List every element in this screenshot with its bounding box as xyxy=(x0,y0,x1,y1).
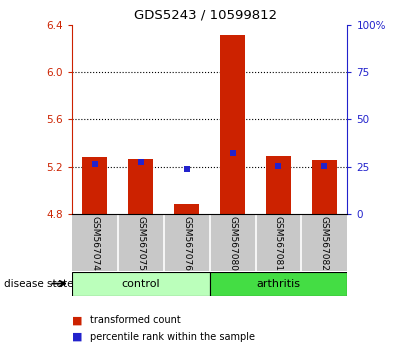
Text: ■: ■ xyxy=(72,315,83,325)
Bar xyxy=(220,35,245,214)
Text: GSM567081: GSM567081 xyxy=(274,216,283,271)
Bar xyxy=(266,156,291,214)
Text: arthritis: arthritis xyxy=(256,279,300,289)
Bar xyxy=(128,159,153,214)
Text: GSM567074: GSM567074 xyxy=(90,216,99,271)
Bar xyxy=(174,204,199,214)
Text: percentile rank within the sample: percentile rank within the sample xyxy=(90,332,255,342)
Bar xyxy=(82,157,108,214)
Bar xyxy=(312,160,337,214)
Bar xyxy=(210,272,347,296)
Text: ■: ■ xyxy=(72,332,83,342)
Text: GSM567076: GSM567076 xyxy=(182,216,191,271)
Text: disease state: disease state xyxy=(4,279,74,289)
Text: GSM567082: GSM567082 xyxy=(320,216,329,271)
Text: GSM567080: GSM567080 xyxy=(228,216,237,271)
Text: transformed count: transformed count xyxy=(90,315,181,325)
Text: GSM567075: GSM567075 xyxy=(136,216,145,271)
Text: control: control xyxy=(122,279,160,289)
Bar xyxy=(72,272,210,296)
Text: GDS5243 / 10599812: GDS5243 / 10599812 xyxy=(134,9,277,22)
